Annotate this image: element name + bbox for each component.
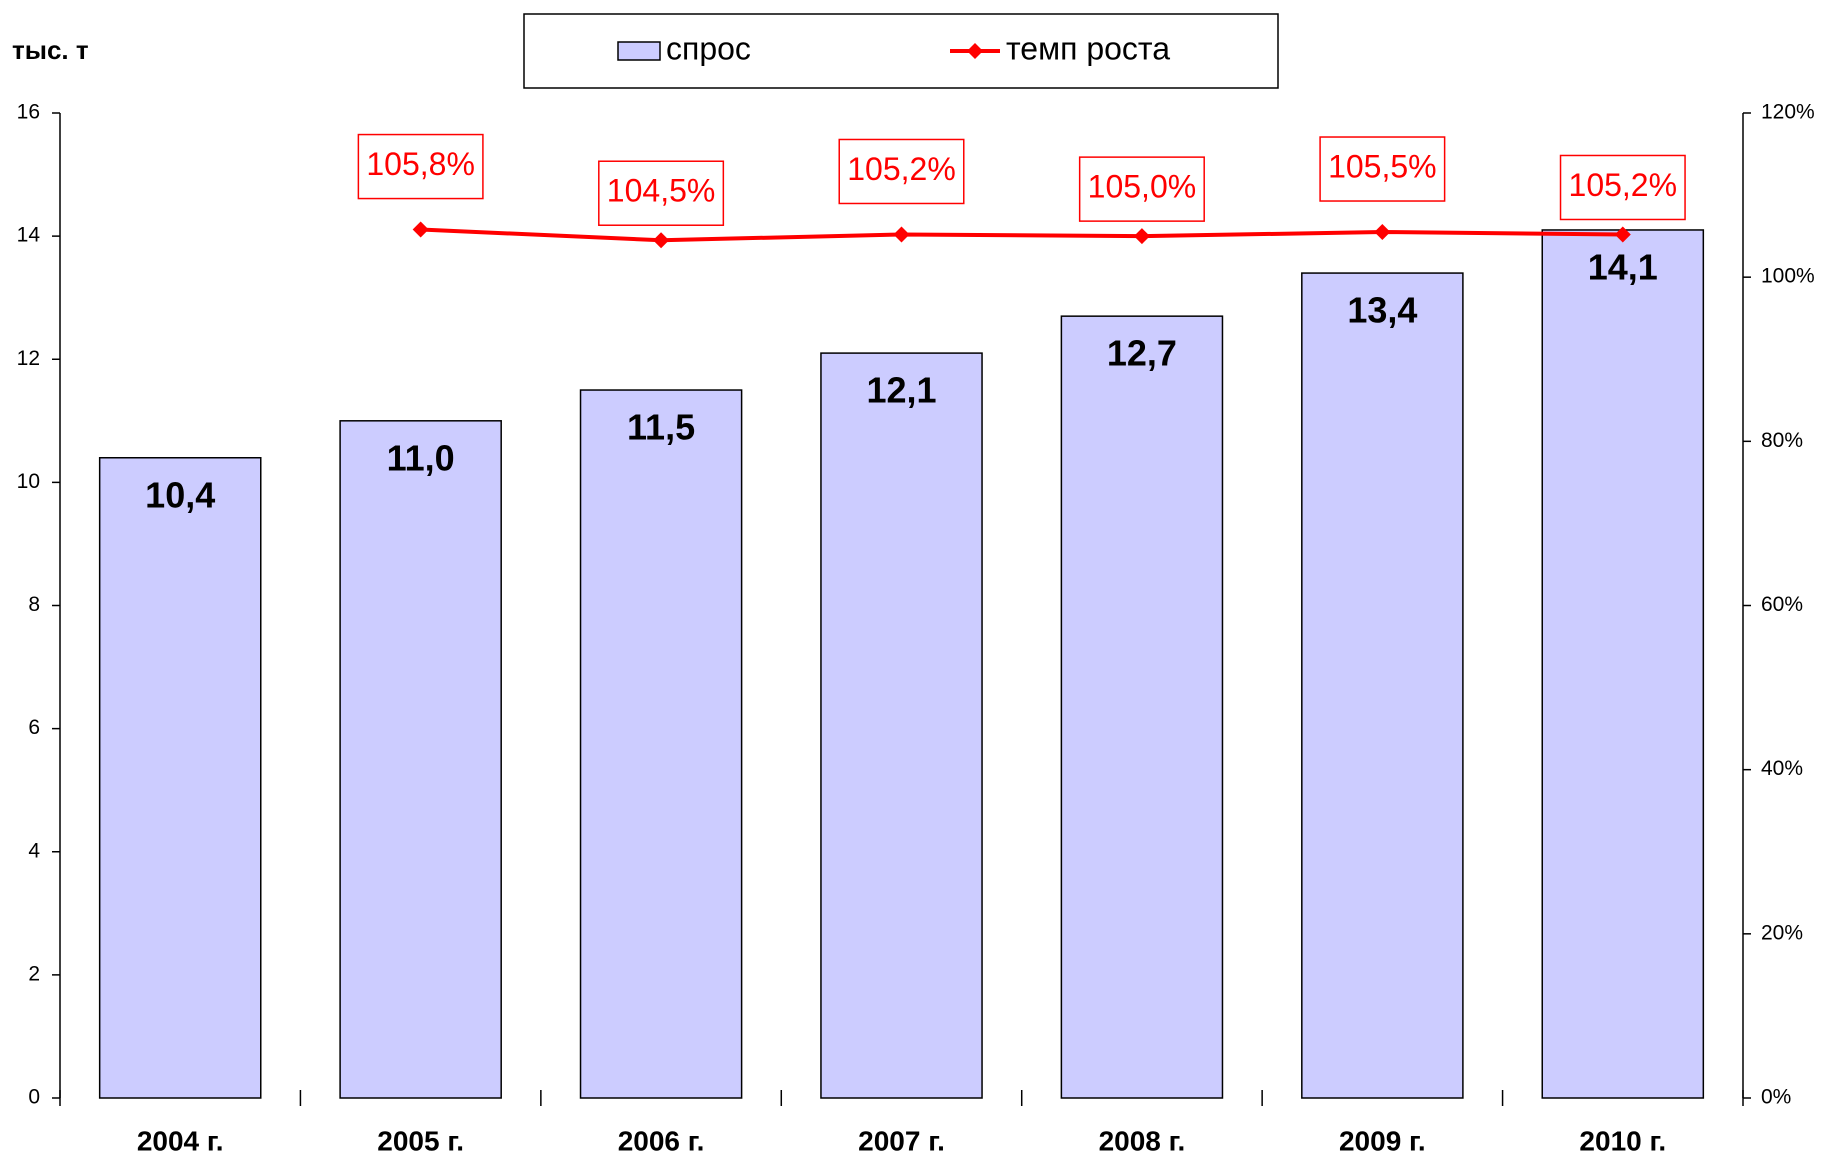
line-marker [412,221,429,238]
y2-tick-label: 60% [1761,593,1803,616]
y-tick-label: 16 [17,101,40,124]
legend-swatch [617,41,661,61]
y2-tick-label: 0% [1761,1086,1791,1109]
bar-value-label: 12,7 [1107,333,1177,374]
y-axis-label: тыс. т [12,35,89,65]
y2-tick-label: 80% [1761,429,1803,452]
legend-label: темп роста [1006,30,1170,66]
legend-label: спрос [666,30,751,66]
line-value-box [357,133,484,200]
line-marker [893,226,910,243]
bar [1541,229,1705,1099]
line-value-box [1319,136,1446,202]
x-tick-label: 2004 г. [137,1125,224,1156]
bar-value-label: 14,1 [1588,246,1658,287]
line-marker [1133,228,1150,245]
bar-value-label: 12,1 [866,370,936,411]
y2-tick-label: 100% [1761,265,1815,288]
bar-value-label: 10,4 [145,474,215,515]
bar [579,389,743,1099]
line-marker [653,232,670,249]
x-tick-label: 2010 г. [1579,1125,1666,1156]
line-value-label: 105,0% [1088,169,1197,205]
line-value-box [1078,156,1205,222]
y-tick-label: 4 [28,839,40,862]
x-tick-label: 2009 г. [1339,1125,1426,1156]
y-tick-label: 8 [28,593,40,616]
line-value-label: 105,2% [1569,167,1678,203]
line-value-label: 105,5% [1328,148,1437,184]
bar [339,420,502,1099]
bar [820,352,983,1099]
bar-value-label: 11,5 [627,407,695,448]
y-tick-label: 2 [28,962,40,985]
bar [1060,315,1224,1099]
y2-tick-label: 120% [1761,101,1815,124]
y-tick-label: 12 [17,347,40,370]
y-tick-label: 10 [17,470,40,493]
line [420,227,1623,243]
bar [1301,272,1464,1099]
bar [98,457,262,1099]
x-tick-label: 2006 г. [618,1125,705,1156]
line-value-label: 105,2% [847,151,956,187]
y2-tick-label: 20% [1761,921,1803,944]
bar-value-label: 11,0 [387,437,455,478]
line-marker [1614,226,1631,243]
bar-value-label: 13,4 [1347,290,1417,331]
line-value-box [598,160,725,226]
x-tick-label: 2005 г. [377,1125,464,1156]
line-value-label: 104,5% [607,173,716,209]
line-value-box [1559,154,1686,221]
x-tick-label: 2008 г. [1099,1125,1186,1156]
line-value-label: 105,8% [366,146,475,182]
x-tick-label: 2007 г. [858,1125,945,1156]
y2-tick-label: 40% [1761,757,1803,780]
y-tick-label: 0 [28,1086,40,1109]
y-tick-label: 14 [17,224,41,247]
y-tick-label: 6 [28,716,40,739]
legend-marker [967,43,983,59]
line-value-box [838,138,965,205]
line-marker [1374,224,1391,241]
